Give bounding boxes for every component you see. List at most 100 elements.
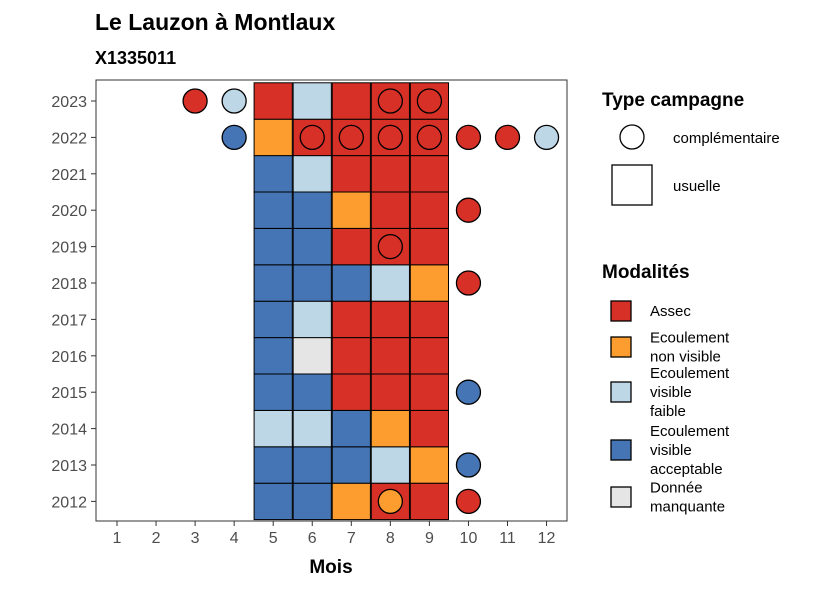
tile-2023-6: [292, 82, 332, 120]
tile-2014-6: [292, 409, 332, 448]
x-tick-label-4: 4: [230, 530, 239, 547]
y-tick-label-2023: 2023: [51, 94, 87, 111]
tile-2020-6: [292, 191, 332, 229]
x-tick-label-7: 7: [347, 530, 356, 547]
point-2022-12: [533, 124, 560, 151]
tile-2014-5: [253, 409, 293, 448]
tile-2018-5: [253, 264, 293, 302]
tile-2012-9: [409, 482, 449, 521]
y-tick-label-2015: 2015: [51, 385, 87, 402]
tile-2017-5: [253, 300, 293, 339]
tile-2019-9: [409, 227, 449, 266]
x-tick-label-11: 11: [499, 530, 516, 547]
legend-modalites-title: Modalités: [602, 262, 690, 283]
tile-2018-8: [370, 264, 410, 302]
chart-subtitle: X1335011: [95, 48, 176, 68]
tile-2021-5: [253, 155, 293, 193]
x-axis-title: Mois: [309, 557, 352, 578]
tile-2018-9: [409, 264, 449, 302]
tile-2014-8: [370, 409, 410, 448]
point-2023-9: [416, 88, 443, 114]
tile-2012-5: [253, 482, 293, 521]
tile-2021-6: [292, 155, 332, 193]
y-tick-label-2012: 2012: [51, 494, 87, 511]
point-2022-8: [377, 124, 404, 151]
tile-2013-5: [253, 446, 293, 484]
point-2022-9: [416, 124, 443, 151]
tile-2016-7: [331, 337, 371, 375]
point-2023-4: [221, 88, 247, 114]
tile-2015-8: [370, 373, 410, 411]
x-tick-label-9: 9: [425, 530, 434, 547]
legend-label-A: Assec: [650, 303, 691, 320]
tile-2016-5: [253, 337, 293, 375]
chart-title: Le Lauzon à Montlaux: [95, 9, 335, 35]
x-tick-label-8: 8: [386, 530, 395, 547]
x-tick-label-3: 3: [191, 530, 200, 547]
y-tick-label-2018: 2018: [51, 276, 87, 293]
tile-2016-8: [370, 337, 410, 375]
tile-2017-9: [409, 300, 449, 339]
x-tick-label-5: 5: [269, 530, 278, 547]
tile-2015-9: [409, 373, 449, 411]
legend-swatch-VF: [610, 381, 632, 403]
legend-label-usuelle: usuelle: [673, 178, 721, 195]
point-2022-11: [494, 124, 521, 151]
point-2022-7: [338, 124, 364, 151]
tile-2016-9: [409, 337, 449, 375]
tile-2016-6: [292, 337, 332, 375]
tile-2012-7: [331, 482, 371, 521]
tile-2023-7: [331, 82, 371, 120]
legend-swatch-DM: [610, 486, 632, 508]
y-tick-label-2019: 2019: [51, 240, 87, 257]
legend-swatch-NV: [610, 336, 632, 358]
tile-2020-5: [253, 191, 293, 229]
x-tick-label-6: 6: [308, 530, 317, 547]
tile-2020-9: [409, 191, 449, 229]
tile-2021-8: [370, 155, 410, 193]
point-2020-10: [455, 197, 482, 223]
point-2022-10: [455, 124, 482, 151]
y-tick-label-2020: 2020: [51, 203, 87, 220]
x-tick-label-10: 10: [460, 530, 478, 547]
tile-2021-7: [331, 155, 371, 193]
point-2022-4: [221, 124, 247, 151]
y-tick-label-2021: 2021: [51, 167, 87, 184]
x-tick-label-1: 1: [113, 530, 122, 547]
tile-2017-8: [370, 300, 410, 339]
point-2015-10: [455, 379, 482, 405]
legend-type-title: Type campagne: [602, 90, 744, 111]
tile-2020-8: [370, 191, 410, 229]
legend-label-DM: Donnée manquante: [650, 480, 725, 516]
legend-swatch-A: [610, 300, 632, 322]
y-tick-label-2017: 2017: [51, 312, 87, 329]
point-2018-10: [455, 270, 482, 296]
legend-swatch-VA: [610, 439, 632, 461]
point-2019-8: [377, 233, 404, 260]
y-tick-label-2013: 2013: [51, 458, 87, 475]
point-2023-3: [182, 88, 208, 114]
tile-2018-7: [331, 264, 371, 302]
tile-2018-6: [292, 264, 332, 302]
y-tick-label-2022: 2022: [51, 130, 87, 147]
tile-2014-9: [409, 409, 449, 448]
y-tick-label-2014: 2014: [51, 422, 87, 439]
tile-2015-6: [292, 373, 332, 411]
legend-key-usuelle: [611, 164, 653, 206]
legend-label-NV: Ecoulement non visible: [650, 330, 730, 366]
tile-2019-7: [331, 227, 371, 266]
point-2012-10: [455, 488, 482, 515]
tile-2019-5: [253, 227, 293, 266]
tile-2013-6: [292, 446, 332, 484]
tile-2019-6: [292, 227, 332, 266]
tile-2021-9: [409, 155, 449, 193]
tile-2017-7: [331, 300, 371, 339]
legend-label-VF: Ecoulement visible faible: [650, 365, 730, 420]
legend-label-complementaire: complémentaire: [673, 130, 780, 147]
plot-area: 1 2 3 4 5 6 7 8 9 10 11 122012201320142015201620172…: [51, 79, 568, 547]
tile-2012-6: [292, 482, 332, 521]
tile-2015-5: [253, 373, 293, 411]
tile-2013-7: [331, 446, 371, 484]
point-2012-8: [377, 488, 404, 515]
